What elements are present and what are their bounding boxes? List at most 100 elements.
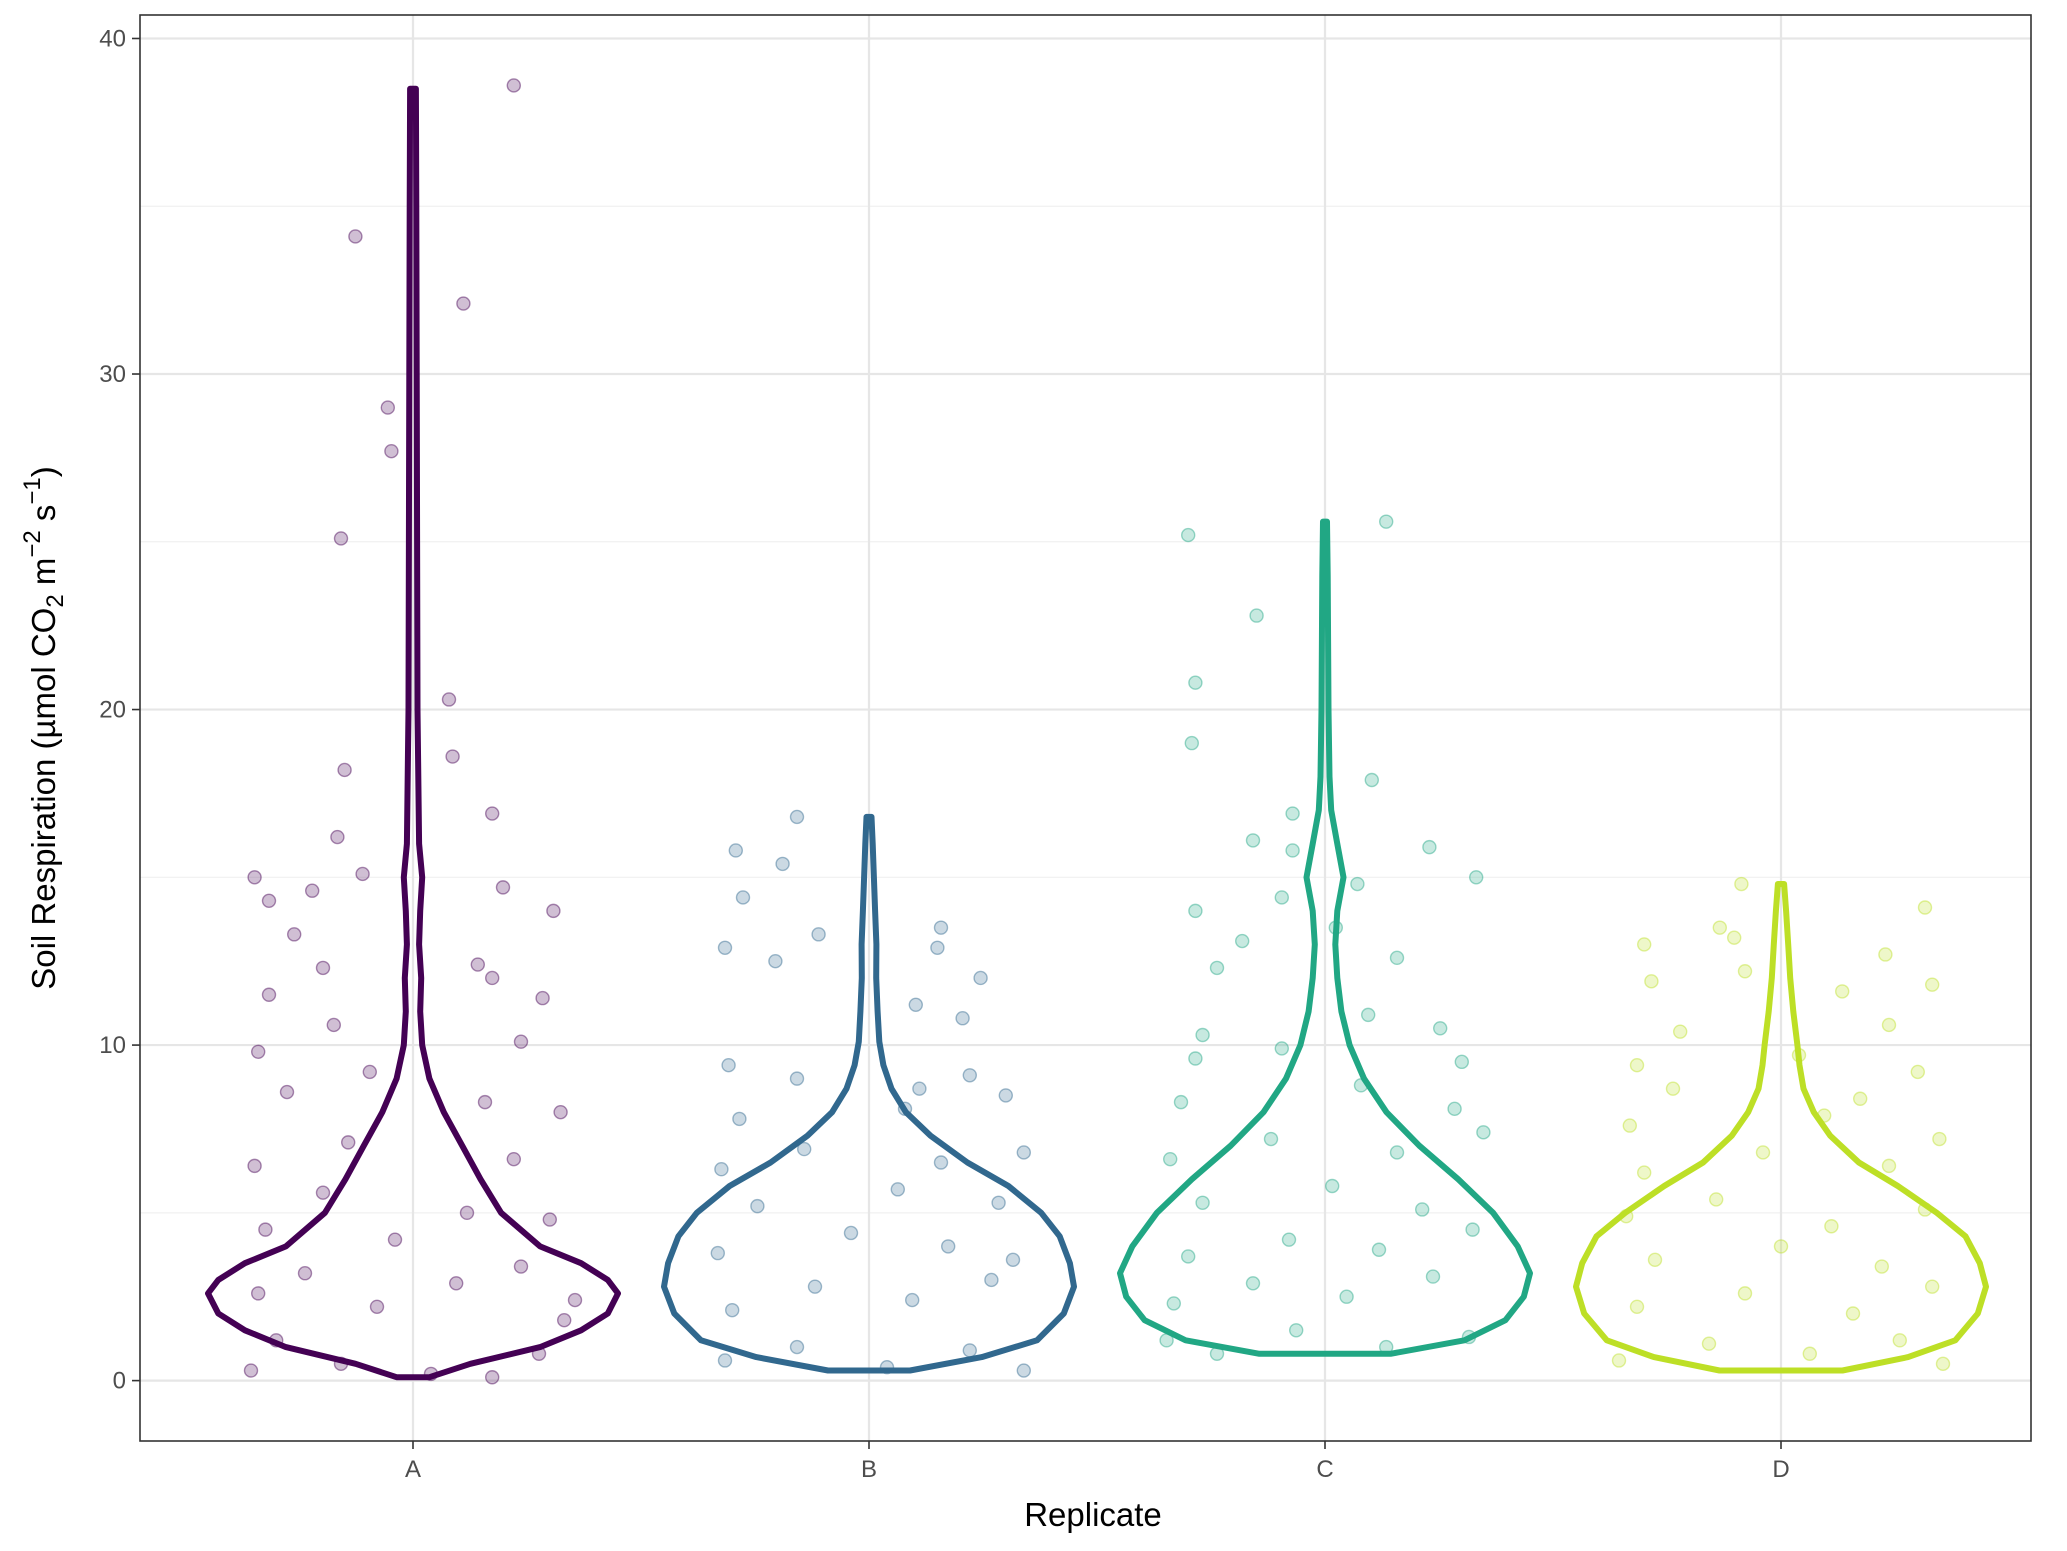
- data-point: [1737, 964, 1753, 979]
- data-point: [535, 990, 550, 1006]
- data-point: [1468, 870, 1484, 885]
- data-point: [789, 1071, 805, 1086]
- data-point: [1917, 900, 1933, 915]
- data-point: [287, 927, 302, 942]
- data-point: [1432, 1021, 1448, 1036]
- data-point: [1924, 1279, 1940, 1294]
- data-point: [251, 1286, 266, 1301]
- data-point: [477, 1094, 493, 1110]
- data-point: [261, 893, 277, 908]
- data-point: [1378, 514, 1394, 529]
- data-point: [1188, 903, 1203, 919]
- x-tick-label: D: [1772, 1456, 1789, 1483]
- data-point: [1734, 876, 1749, 892]
- data-point: [721, 1058, 736, 1073]
- data-point: [1629, 1299, 1645, 1314]
- data-point: [1892, 1333, 1908, 1348]
- data-point: [341, 1135, 356, 1150]
- data-point: [485, 1370, 500, 1385]
- data-point: [1712, 920, 1728, 935]
- data-point: [1188, 675, 1203, 690]
- data-point: [1173, 1094, 1189, 1110]
- violin-b: [661, 813, 1077, 1374]
- data-point: [955, 1011, 970, 1026]
- data-point: [1878, 947, 1893, 962]
- data-point: [717, 1353, 733, 1368]
- data-point: [1274, 890, 1290, 905]
- data-point: [1701, 1336, 1717, 1351]
- data-point: [333, 531, 349, 546]
- data-point: [384, 443, 399, 459]
- data-point: [1180, 527, 1196, 543]
- data-point: [1932, 1131, 1947, 1147]
- data-point: [1726, 930, 1742, 945]
- data-point: [1166, 1296, 1182, 1311]
- data-point: [297, 1266, 313, 1281]
- data-point: [1184, 735, 1200, 751]
- data-point: [1245, 1276, 1261, 1291]
- violin-c: [1117, 518, 1533, 1357]
- data-point: [962, 1068, 977, 1083]
- data-point: [1263, 1131, 1279, 1147]
- data-point: [279, 1084, 295, 1100]
- data-point: [1245, 833, 1261, 848]
- data-point: [387, 1232, 403, 1247]
- y-axis-title-unit-m: m: [25, 558, 62, 595]
- data-point: [807, 1279, 823, 1294]
- data-point: [513, 1259, 529, 1274]
- data-point: [315, 960, 331, 976]
- data-point: [912, 1081, 927, 1096]
- data-point: [797, 1141, 812, 1157]
- data-point: [1389, 950, 1405, 966]
- data-point: [1881, 1017, 1897, 1033]
- data-point: [1274, 1041, 1290, 1056]
- y-axis-title-unit-s: s: [25, 505, 62, 531]
- data-point: [1622, 1118, 1638, 1133]
- data-point: [441, 692, 457, 707]
- data-point: [251, 1044, 266, 1059]
- data-point: [998, 1088, 1013, 1103]
- y-tick-label: 40: [99, 25, 126, 52]
- grid: [140, 15, 2031, 1441]
- data-point: [1364, 772, 1380, 788]
- data-point: [495, 880, 511, 895]
- violin-a: [205, 85, 621, 1381]
- y-tick-label: 10: [99, 1032, 126, 1059]
- data-point: [1636, 937, 1652, 952]
- data-point: [933, 920, 949, 935]
- data-point: [456, 296, 471, 311]
- data-point: [728, 843, 743, 858]
- data-point: [1636, 1165, 1652, 1180]
- data-point: [258, 1222, 273, 1237]
- data-point: [449, 1276, 464, 1291]
- data-point: [506, 1151, 521, 1167]
- data-point: [843, 1225, 859, 1241]
- data-point: [362, 1064, 377, 1080]
- data-point: [348, 229, 363, 244]
- data-point: [380, 400, 395, 415]
- data-point: [470, 957, 485, 972]
- data-point: [789, 1339, 805, 1355]
- data-point: [1234, 933, 1250, 949]
- y-tick-label: 0: [113, 1368, 126, 1395]
- data-point: [1910, 1064, 1926, 1080]
- data-point: [445, 749, 460, 764]
- data-point: [369, 1299, 385, 1314]
- data-point: [930, 940, 945, 955]
- data-point: [1324, 1178, 1340, 1194]
- y-axis-title-s-superscript: −1: [19, 477, 46, 504]
- y-axis-title: Soil Respiration (µmol CO2 m−2 s−1): [19, 466, 69, 990]
- data-point: [305, 883, 320, 898]
- data-point: [355, 866, 370, 882]
- data-point: [973, 970, 988, 986]
- data-point: [1350, 876, 1365, 892]
- data-point: [1425, 1269, 1441, 1284]
- panel-border: [139, 14, 2032, 1442]
- data-point: [1180, 1249, 1196, 1264]
- data-point: [1647, 1252, 1663, 1268]
- data-point: [337, 762, 352, 778]
- data-point: [261, 987, 277, 1002]
- data-point: [1389, 1145, 1405, 1160]
- data-point: [1195, 1195, 1210, 1210]
